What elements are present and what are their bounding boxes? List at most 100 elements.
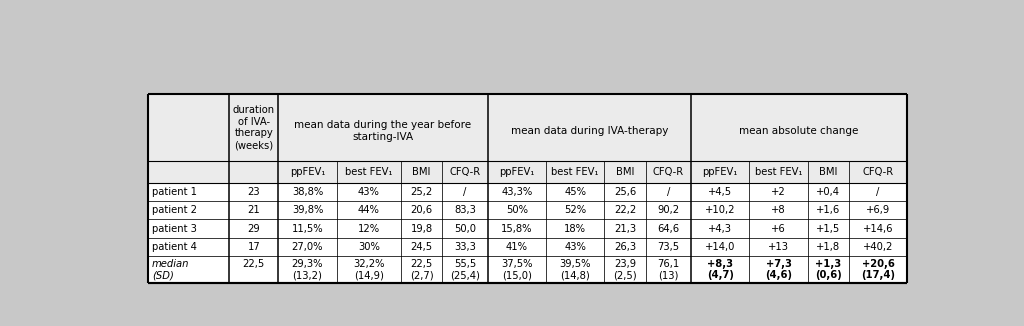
Text: 25,6: 25,6 [613,187,636,197]
Bar [147,94,907,283]
Text: mean data during IVA-therapy: mean data during IVA-therapy [511,126,668,136]
Text: 64,6: 64,6 [657,224,679,233]
Text: +10,2: +10,2 [705,205,735,215]
Text: 39,5%: 39,5% [559,259,591,269]
Text: 73,5: 73,5 [657,242,679,252]
Text: /: / [667,187,670,197]
Text: +1,5: +1,5 [816,224,841,233]
Text: (4,7): (4,7) [707,270,733,280]
Text: 29: 29 [248,224,260,233]
Text: 24,5: 24,5 [411,242,433,252]
Text: +6: +6 [771,224,786,233]
Text: +1,6: +1,6 [816,205,841,215]
Text: 83,3: 83,3 [454,205,476,215]
Text: 30%: 30% [357,242,380,252]
Text: ppFEV₁: ppFEV₁ [702,167,738,177]
Text: (14,8): (14,8) [560,270,590,280]
Text: +1,3: +1,3 [815,259,842,269]
Text: +8,3: +8,3 [708,259,733,269]
Text: BMI: BMI [615,167,634,177]
Text: 41%: 41% [506,242,527,252]
Text: +14,6: +14,6 [863,224,893,233]
Text: 20,6: 20,6 [411,205,433,215]
Text: patient 4: patient 4 [152,242,197,252]
Text: 52%: 52% [564,205,587,215]
Text: 43,3%: 43,3% [501,187,532,197]
Text: 43%: 43% [357,187,380,197]
Text: 18%: 18% [564,224,586,233]
Text: +1,8: +1,8 [816,242,841,252]
Text: CFQ-R: CFQ-R [450,167,480,177]
Text: 22,2: 22,2 [613,205,636,215]
Text: /: / [877,187,880,197]
Text: 23: 23 [248,187,260,197]
Bar [147,161,907,183]
Text: 21: 21 [248,205,260,215]
Text: 38,8%: 38,8% [292,187,324,197]
Text: 55,5: 55,5 [454,259,476,269]
Text: 27,0%: 27,0% [292,242,324,252]
Text: +4,3: +4,3 [709,224,732,233]
Text: patient 3: patient 3 [152,224,197,233]
Text: 23,9: 23,9 [614,259,636,269]
Text: 17: 17 [248,242,260,252]
Text: 22,5: 22,5 [411,259,433,269]
Text: +6,9: +6,9 [866,205,890,215]
Text: (25,4): (25,4) [450,270,480,280]
Text: +0,4: +0,4 [816,187,841,197]
Text: +20,6: +20,6 [862,259,895,269]
Text: /: / [463,187,467,197]
Text: 25,2: 25,2 [411,187,433,197]
Text: patient 1: patient 1 [152,187,197,197]
Text: (4,6): (4,6) [765,270,793,280]
Text: (13): (13) [658,270,679,280]
Text: (SD): (SD) [152,270,174,280]
Text: 39,8%: 39,8% [292,205,324,215]
Text: median: median [152,259,189,269]
Text: 22,5: 22,5 [243,259,265,269]
Text: 21,3: 21,3 [614,224,636,233]
Text: mean data during the year before
starting-IVA: mean data during the year before startin… [295,120,471,142]
Text: 45%: 45% [564,187,586,197]
Text: ppFEV₁: ppFEV₁ [290,167,326,177]
Text: ppFEV₁: ppFEV₁ [499,167,535,177]
Text: 32,2%: 32,2% [353,259,385,269]
Text: 15,8%: 15,8% [501,224,532,233]
Text: +2: +2 [771,187,786,197]
Text: (0,6): (0,6) [815,270,842,280]
Text: +14,0: +14,0 [706,242,735,252]
Text: (2,7): (2,7) [410,270,433,280]
Text: 50%: 50% [506,205,527,215]
Text: 90,2: 90,2 [657,205,679,215]
Text: 37,5%: 37,5% [501,259,532,269]
Text: CFQ-R: CFQ-R [652,167,684,177]
Text: 29,3%: 29,3% [292,259,324,269]
Text: +13: +13 [768,242,790,252]
Text: (17,4): (17,4) [861,270,895,280]
Text: (2,5): (2,5) [613,270,637,280]
Text: CFQ-R: CFQ-R [862,167,894,177]
Text: duration
of IVA-
therapy
(weeks): duration of IVA- therapy (weeks) [232,105,274,150]
Text: (13,2): (13,2) [293,270,323,280]
Text: best FEV₁: best FEV₁ [552,167,599,177]
Text: (14,9): (14,9) [354,270,384,280]
Text: +7,3: +7,3 [766,259,792,269]
Text: +4,5: +4,5 [709,187,732,197]
Text: (15,0): (15,0) [502,270,531,280]
Text: 12%: 12% [357,224,380,233]
Text: mean absolute change: mean absolute change [739,126,859,136]
Bar [147,94,907,161]
Text: 11,5%: 11,5% [292,224,324,233]
Bar [147,160,279,162]
Text: 76,1: 76,1 [657,259,680,269]
Text: BMI: BMI [413,167,431,177]
Text: 43%: 43% [564,242,586,252]
Text: patient 2: patient 2 [152,205,197,215]
Text: +8: +8 [771,205,785,215]
Text: 26,3: 26,3 [614,242,636,252]
Text: 50,0: 50,0 [454,224,476,233]
Text: 19,8: 19,8 [411,224,433,233]
Text: +40,2: +40,2 [863,242,893,252]
Text: 33,3: 33,3 [454,242,476,252]
Text: best FEV₁: best FEV₁ [345,167,392,177]
